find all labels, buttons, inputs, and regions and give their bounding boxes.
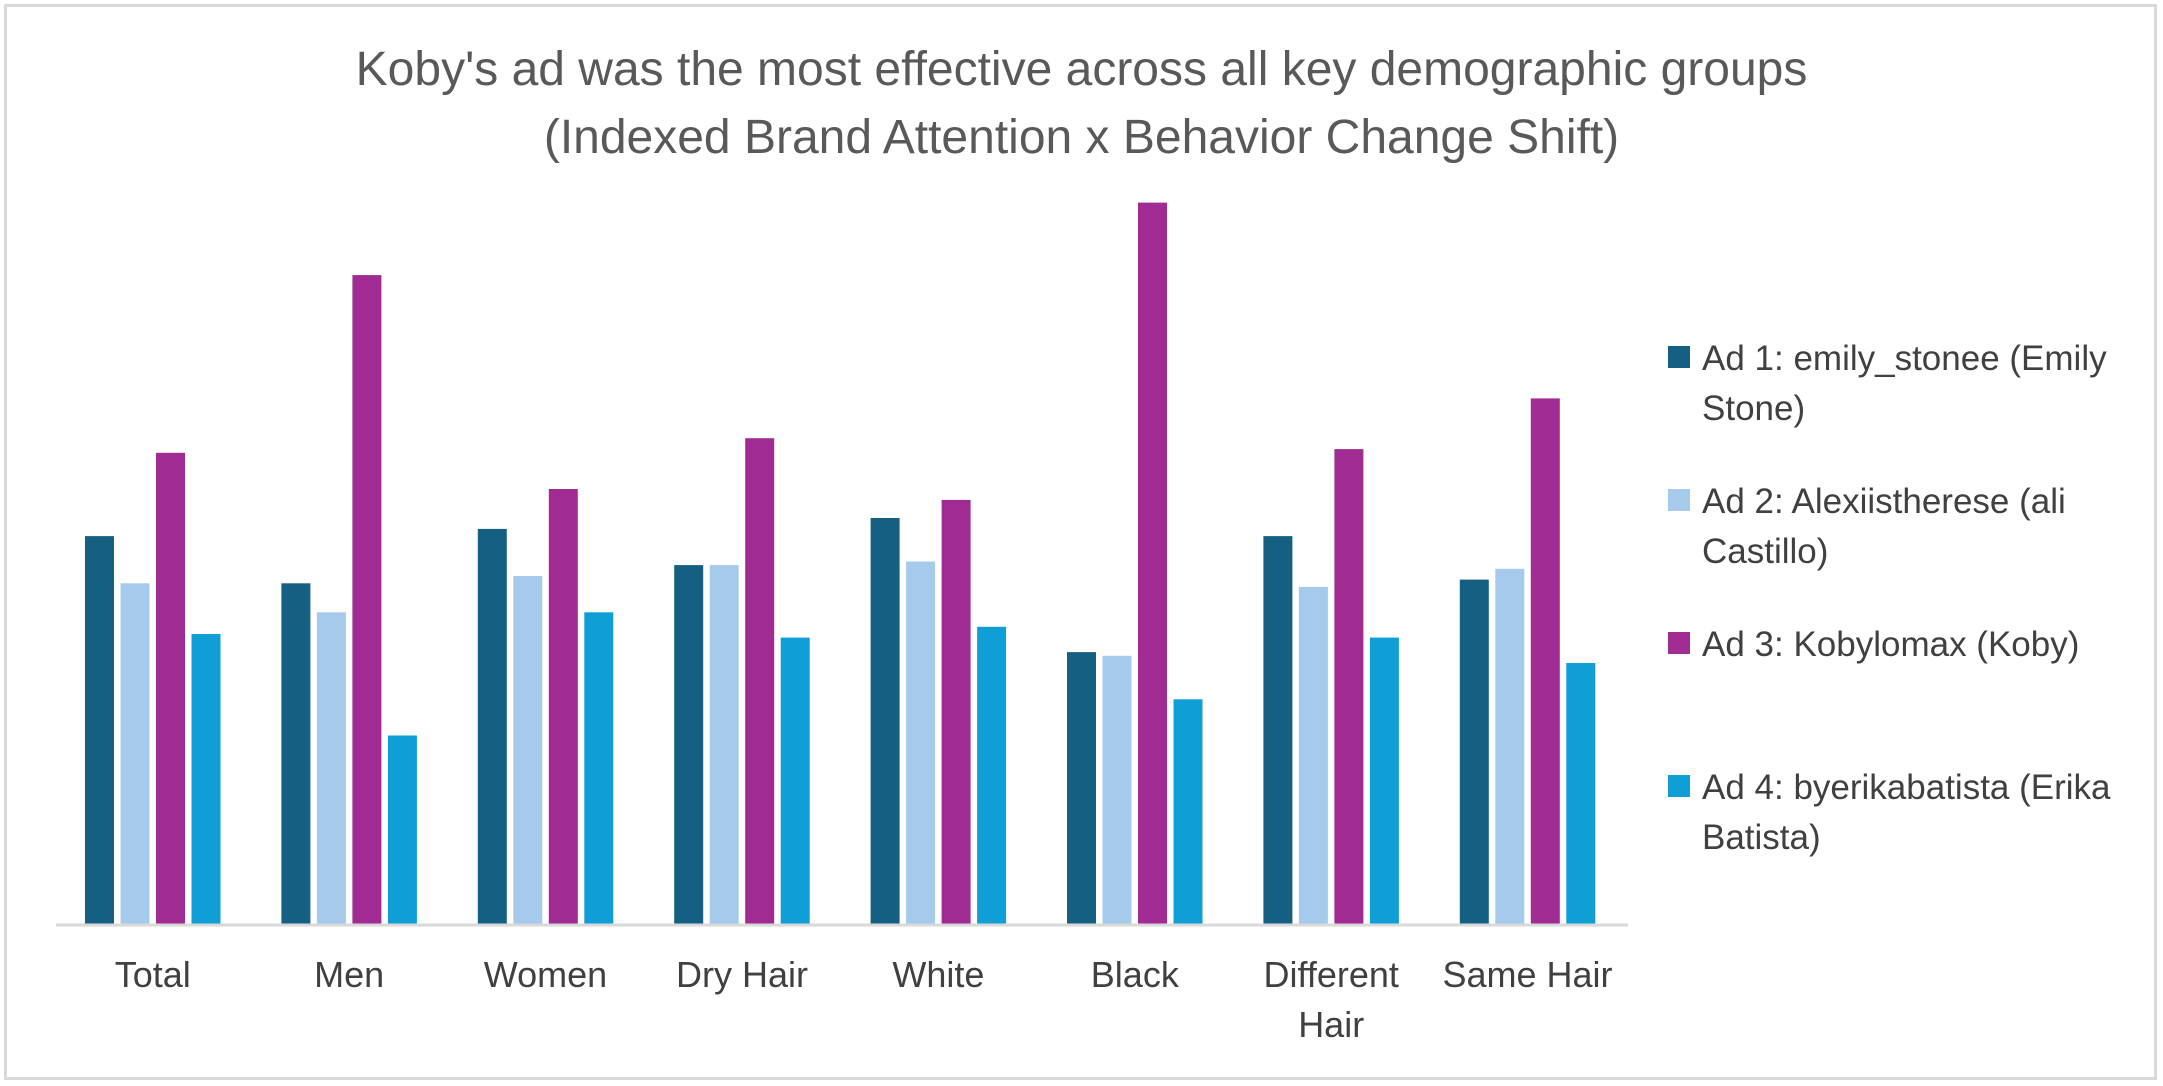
bar-ad-1-total: [85, 536, 114, 924]
legend-label-ad-4: Ad 4: byerikabatista (Erika Batista): [1702, 768, 2111, 857]
bar-ad-3-women: [548, 489, 578, 924]
x-tick-label-same-hair: Same Hair: [1442, 954, 1612, 995]
bar-ad-2-white: [906, 561, 936, 924]
bar-ad-2-women: [513, 576, 543, 924]
bar-ad-2-total: [120, 583, 150, 925]
legend-swatch-ad-4: [1668, 775, 1690, 797]
x-tick-label-black: Black: [1091, 954, 1180, 995]
x-tick-label-women: Women: [484, 954, 607, 995]
legend-swatch-ad-3: [1668, 632, 1690, 654]
bar-ad-1-men: [281, 583, 311, 925]
bar-ad-1-white: [870, 518, 900, 924]
bar-ad-1-women: [477, 528, 507, 924]
bar-ad-2-dry-hair: [709, 565, 739, 924]
bar-ad-3-white: [941, 499, 971, 924]
chart-subtitle: (Indexed Brand Attention x Behavior Chan…: [543, 111, 1620, 164]
bar-ad-4-same-hair: [1566, 663, 1596, 924]
chart-title: Koby's ad was the most effective across …: [355, 43, 1808, 96]
bar-ad-4-total: [191, 634, 221, 924]
legend-swatch-ad-1: [1668, 346, 1690, 368]
bar-ad-3-dry-hair: [745, 438, 775, 924]
bar-ad-2-black: [1102, 655, 1132, 925]
x-tick-label-total: Total: [115, 954, 191, 995]
legend-swatch-ad-2: [1668, 489, 1690, 511]
legend-label-ad-1: Ad 1: emily_stonee (Emily Stone): [1702, 339, 2107, 428]
x-tick-label-men: Men: [314, 954, 384, 995]
x-tick-label-different-hair: Different Hair: [1263, 954, 1398, 1045]
x-tick-label-white: White: [892, 954, 984, 995]
x-tick-label-dry-hair: Dry Hair: [676, 954, 808, 995]
bar-ad-4-women: [584, 612, 614, 925]
bar-ad-4-different-hair: [1369, 637, 1399, 924]
bar-ad-1-same-hair: [1459, 579, 1489, 924]
bar-ad-3-different-hair: [1334, 449, 1364, 924]
bar-ad-2-men: [316, 612, 346, 925]
legend-label-ad-2: Ad 2: Alexiistherese (ali Castillo): [1702, 482, 2066, 571]
bar-ad-4-black: [1173, 699, 1203, 925]
bar-ad-1-black: [1067, 652, 1096, 924]
bar-ad-2-same-hair: [1495, 568, 1525, 925]
bar-ad-3-total: [156, 452, 185, 925]
bar-ad-4-white: [977, 626, 1007, 925]
legend-label-ad-3: Ad 3: Kobylomax (Koby): [1702, 625, 2080, 664]
bar-ad-3-same-hair: [1530, 398, 1560, 924]
bar-ad-4-dry-hair: [780, 637, 810, 924]
bar-ad-3-men: [352, 275, 382, 925]
bar-ad-2-different-hair: [1298, 586, 1328, 924]
bar-ad-3-black: [1138, 202, 1167, 925]
bar-ad-1-dry-hair: [674, 565, 704, 924]
bar-ad-4-men: [387, 735, 417, 924]
bar-ad-1-different-hair: [1263, 536, 1293, 924]
